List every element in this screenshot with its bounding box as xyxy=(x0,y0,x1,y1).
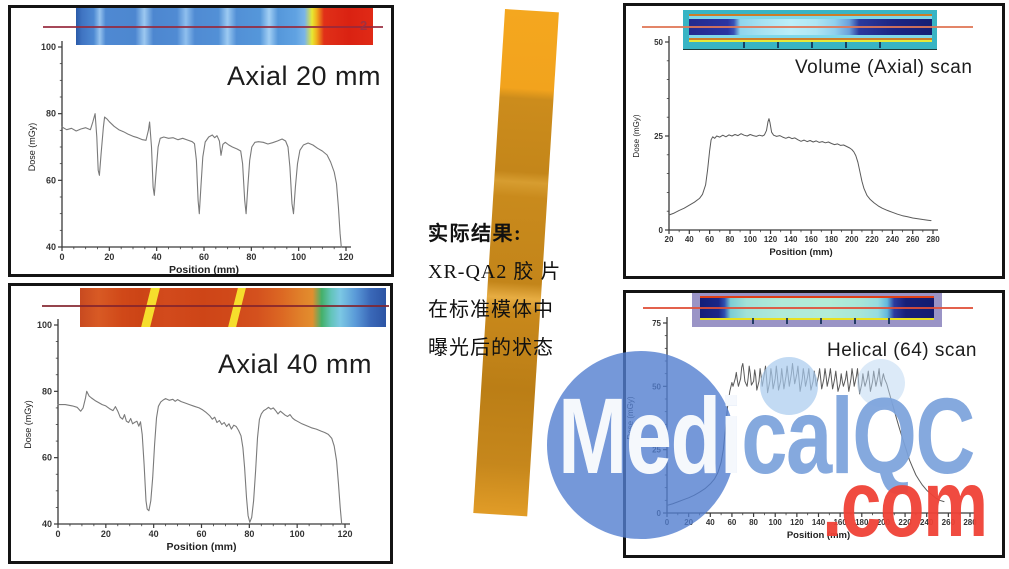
svg-text:25: 25 xyxy=(654,132,663,141)
svg-text:180: 180 xyxy=(825,235,839,244)
svg-text:Dose (mGy): Dose (mGy) xyxy=(23,400,33,449)
phantom-gap xyxy=(689,16,932,19)
watermark-domain: .com xyxy=(822,451,988,557)
chart-axial-40: 0 20 40 60 80 100 120 40 60 80 100 Position (mm) Dos… xyxy=(23,319,353,553)
svg-text:120: 120 xyxy=(337,529,352,539)
svg-text:220: 220 xyxy=(898,518,912,527)
svg-text:0: 0 xyxy=(59,252,64,262)
svg-text:40: 40 xyxy=(149,529,159,539)
scan-line-axial-40 xyxy=(42,305,389,307)
svg-text:60: 60 xyxy=(46,175,56,185)
phantom-gap xyxy=(689,35,932,38)
svg-text:80: 80 xyxy=(42,386,52,396)
svg-text:20: 20 xyxy=(104,252,114,262)
phantom-ruler-ticks xyxy=(711,42,909,48)
svg-text:40: 40 xyxy=(706,518,715,527)
svg-text:60: 60 xyxy=(705,235,714,244)
svg-text:80: 80 xyxy=(246,252,256,262)
chart-title-axial-20: Axial 20 mm xyxy=(227,61,382,91)
svg-text:160: 160 xyxy=(804,235,818,244)
scan-line-helical xyxy=(643,307,973,309)
svg-text:120: 120 xyxy=(338,252,353,262)
svg-text:60: 60 xyxy=(42,453,52,463)
phantom-ruler-ticks xyxy=(720,318,914,324)
svg-text:100: 100 xyxy=(744,235,758,244)
svg-text:200: 200 xyxy=(845,235,859,244)
svg-text:50: 50 xyxy=(654,38,663,47)
svg-text:Position (mm): Position (mm) xyxy=(169,264,239,274)
svg-text:60: 60 xyxy=(727,518,736,527)
phantom-frame-line xyxy=(689,14,932,16)
svg-text:220: 220 xyxy=(865,235,879,244)
chart-title-axial-40: Axial 40 mm xyxy=(218,349,373,379)
svg-text:Position (mm): Position (mm) xyxy=(769,247,832,258)
chart-title-helical: Helical (64) scan xyxy=(827,340,977,361)
svg-text:140: 140 xyxy=(812,518,826,527)
svg-text:160: 160 xyxy=(833,518,847,527)
film-mark-label: 2 xyxy=(360,18,368,33)
svg-text:100: 100 xyxy=(290,529,305,539)
caption-line-3: 在标准模体中 xyxy=(428,299,554,321)
svg-text:280: 280 xyxy=(963,518,977,527)
svg-text:20: 20 xyxy=(665,235,674,244)
panel-volume-scan: 20 40 60 80 100 120 140 160 180 200 220 240 260 280 0 2… xyxy=(623,3,1005,279)
svg-text:80: 80 xyxy=(46,109,56,119)
watermark-circle-small xyxy=(760,357,818,415)
svg-text:260: 260 xyxy=(942,518,956,527)
svg-text:240: 240 xyxy=(920,518,934,527)
chart-volume-scan: 20 40 60 80 100 120 140 160 180 200 220 240 260 280 0 2… xyxy=(632,36,940,258)
film-strip-axial-40 xyxy=(80,288,386,327)
chart-axial-20: 0 20 40 60 80 100 120 40 60 80 100 Position (mm) Dos… xyxy=(27,41,354,274)
svg-text:20: 20 xyxy=(101,529,111,539)
svg-text:100: 100 xyxy=(769,518,783,527)
svg-text:80: 80 xyxy=(725,235,734,244)
svg-text:Dose (mGy): Dose (mGy) xyxy=(632,114,641,157)
scan-line-volume xyxy=(642,26,973,28)
watermark-circle-big xyxy=(547,351,735,539)
caption-block: 实际结果: XR-QA2 胶 片 在标准模体中 曝光后的状态 xyxy=(428,222,561,374)
svg-text:40: 40 xyxy=(42,519,52,529)
svg-text:0: 0 xyxy=(55,529,60,539)
svg-text:Dose (mGy): Dose (mGy) xyxy=(27,123,37,172)
watermark-brand: MedicalQC xyxy=(558,375,975,496)
svg-text:Position (mm): Position (mm) xyxy=(787,530,850,541)
svg-text:40: 40 xyxy=(152,252,162,262)
svg-text:260: 260 xyxy=(906,235,920,244)
svg-text:120: 120 xyxy=(790,518,804,527)
svg-text:100: 100 xyxy=(37,320,52,330)
scan-line-axial-20 xyxy=(43,26,383,28)
svg-text:40: 40 xyxy=(46,242,56,252)
svg-text:180: 180 xyxy=(855,518,869,527)
chart-title-volume: Volume (Axial) scan xyxy=(795,57,973,78)
phantom-image-helical xyxy=(692,293,942,327)
phantom-frame-line xyxy=(700,296,934,298)
svg-text:100: 100 xyxy=(41,42,56,52)
panel-axial-40: 0 20 40 60 80 100 120 40 60 80 100 Position (mm) Dos… xyxy=(8,283,393,564)
svg-text:60: 60 xyxy=(199,252,209,262)
svg-text:0: 0 xyxy=(659,226,664,235)
svg-text:Position (mm): Position (mm) xyxy=(167,541,237,553)
caption-line-1: 实际结果: xyxy=(428,223,523,245)
svg-text:100: 100 xyxy=(291,252,306,262)
svg-text:40: 40 xyxy=(685,235,694,244)
svg-text:140: 140 xyxy=(784,235,798,244)
svg-text:200: 200 xyxy=(877,518,891,527)
caption-line-2: XR-QA2 胶 片 xyxy=(428,261,562,283)
svg-text:80: 80 xyxy=(244,529,254,539)
caption-line-4: 曝光后的状态 xyxy=(428,337,554,359)
watermark-circle-faint xyxy=(857,359,905,407)
panel-axial-20: 2 0 20 40 60 80 100 120 40 60 80 100 Position (mm) D… xyxy=(8,5,394,277)
svg-text:60: 60 xyxy=(196,529,206,539)
svg-text:280: 280 xyxy=(926,235,940,244)
phantom-frame-line xyxy=(689,40,932,42)
svg-text:80: 80 xyxy=(749,518,758,527)
phantom-frame-line xyxy=(689,38,932,40)
svg-text:240: 240 xyxy=(886,235,900,244)
svg-text:120: 120 xyxy=(764,235,778,244)
svg-text:75: 75 xyxy=(652,319,661,328)
